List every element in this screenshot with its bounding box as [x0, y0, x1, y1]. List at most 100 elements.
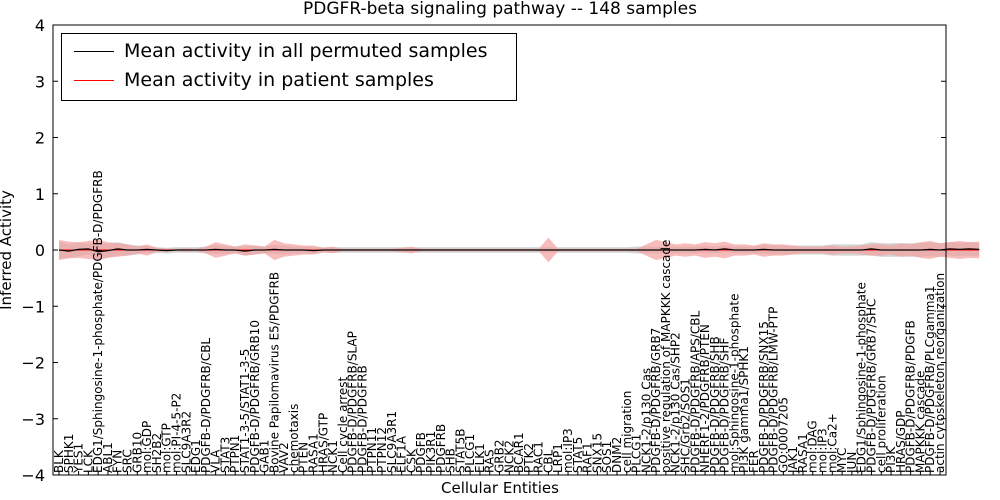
x-tick-label: mol:IP3 [561, 428, 575, 473]
x-tick-label: STAT5 [571, 437, 585, 473]
x-tick-label: PTK2 [522, 443, 536, 473]
x-tick-label: cell migration [620, 391, 634, 473]
x-tick-label: HRAS/GDP [894, 410, 908, 473]
x-tick-label: RAC1 [532, 441, 546, 473]
x-tick-label: PDGFRB [434, 424, 448, 473]
x-tick-label: PDGFB [414, 432, 428, 473]
x-tick-label: VLA [209, 449, 223, 473]
x-tick-label: SLC9A3R2 [179, 411, 193, 473]
y-tick-label: −4 [21, 466, 45, 485]
x-tick-label: PDGFB-D/PDGFRB/APS/CBL [688, 310, 702, 473]
x-tick-label: PDGFB-D/PDGFRB/PDGFB [904, 320, 918, 473]
x-tick-label: DNM2 [610, 437, 624, 473]
x-tick-label: BLK [52, 449, 66, 473]
x-tick-label: PDGFB-D/PDGFRB/PLCgamma1 [923, 286, 937, 473]
permuted-mean-line [58, 248, 980, 253]
x-tick-label: PDGFB-D/PDGFRB/SHB [708, 336, 722, 473]
x-tick-label: PTPN12 [375, 427, 389, 473]
y-tick-label: 3 [35, 72, 45, 91]
x-tick-label: YES1 [72, 443, 86, 474]
chart-title: PDGFR-beta signaling pathway -- 148 samp… [303, 0, 697, 19]
y-tick-label: −1 [21, 297, 45, 316]
y-tick-label: 2 [35, 129, 45, 148]
legend-label-permuted: Mean activity in all permuted samples [124, 40, 488, 62]
x-tick-label: cell proliferation [874, 375, 888, 473]
x-tick-label: PI3K gamma1/SPHK1 [737, 346, 751, 473]
x-tick-label: ELF1A [395, 435, 409, 473]
x-tick-label: RASA1 [307, 433, 321, 473]
x-tick-label: MAPKKK cascade [913, 371, 927, 473]
x-tick-label: EDG1/Sphingosine-1-phosphate/PDGFB-D/PDG… [91, 170, 105, 473]
x-tick-label: NCK1-2/p130 Cas/SHP2 [669, 332, 683, 473]
legend: Mean activity in all permuted samples Me… [61, 33, 517, 101]
x-tick-label: GAB1 [258, 440, 272, 473]
x-tick-label: EDG1/Sphingosine-1-phosphate [855, 282, 869, 473]
x-tick-label: SRC [121, 449, 135, 473]
x-tick-label: mol:DAG [806, 420, 820, 473]
x-tick-label: PDGFB-D/PDGFRB/LMW-PTP [767, 307, 781, 473]
x-tick-label: RAF1 [581, 442, 595, 473]
y-tick-label: 4 [35, 16, 45, 35]
x-tick-label: RAS [483, 449, 497, 473]
x-tick-label: SHB [444, 448, 458, 473]
legend-swatch-permuted [74, 51, 114, 52]
x-tick-label: PLCG1 [630, 434, 644, 473]
x-tick-label: CSK [404, 448, 418, 473]
x-tick-label: STAT1-3-5/STAT1-3-5 [238, 349, 252, 473]
x-tick-label: BCAR1 [512, 432, 526, 473]
x-tick-label: STAT3 [218, 437, 232, 473]
x-tick-label: PDGFB-D/PDGFRB/CBL [199, 338, 213, 473]
x-tick-label: SLC9A3R1 [385, 411, 399, 473]
x-tick-label: SH2B2 [150, 433, 164, 473]
x-tick-label: LCK [81, 449, 95, 473]
x-tick-label: PDGFB-D/PDGFRB/SHF [718, 338, 732, 473]
x-tick-label: NHERF1-2/PDGFRB/PTEN [698, 324, 712, 473]
x-tick-label: PDGFB-D/PDGFRB/GRB7 [649, 328, 663, 473]
x-tick-label: CBL [541, 449, 555, 473]
x-tick-label: FYN [111, 450, 125, 473]
x-tick-label: HRAS/GTP [316, 413, 330, 473]
x-tick-label: JAK1 [786, 446, 800, 474]
x-tick-label: PI3K [884, 446, 898, 473]
x-tick-label: EDG1 [189, 439, 203, 473]
x-tick-label: SNX15 [590, 433, 604, 473]
x-tick-label: SPHK1 [62, 434, 76, 473]
x-tick-label: GRB2 [493, 439, 507, 473]
x-tick-label: MYC [835, 448, 849, 473]
x-tick-label: actin cytoskeleton reorganization [933, 273, 947, 473]
x-tick-label: mol:GTP [160, 423, 174, 473]
x-tick-label: chemotaxis [287, 404, 301, 473]
x-tick-label: PDGFB-D/PDGFRB/SLAP [346, 331, 360, 473]
x-tick-label: PDGFB-D/PDGFRB [356, 365, 370, 473]
x-tick-label: mol:Sphingosine-1-phosphate [727, 294, 741, 474]
y-tick-label: −2 [21, 354, 45, 373]
x-tick-label: JUN [845, 452, 859, 474]
x-tick-label: mol:Ca2+ [825, 413, 839, 473]
x-tick-label: ABL1 [101, 442, 115, 473]
x-tick-label: VAV2 [277, 442, 291, 473]
x-tick-label: mol:PI-4-5-P2 [170, 393, 184, 473]
x-tick-label: SHC/Grb2/SOS1 [679, 378, 693, 473]
x-axis-label: Cellular Entities [441, 479, 559, 497]
x-tick-label: PIK3R1 [424, 431, 438, 473]
y-tick-label: 1 [35, 185, 45, 204]
x-tick-label: Cell cycle arrest [336, 377, 350, 473]
x-tick-label: PLCG1 [463, 434, 477, 473]
legend-label-patient: Mean activity in patient samples [124, 69, 434, 91]
x-tick-label: PDGFB-D/PDGFRB/SNX15 [757, 321, 771, 473]
x-tick-label: RASA1 [796, 433, 810, 473]
x-tick-label: Bovine Papilomavirus E5/PDGFRB [267, 272, 281, 473]
x-tick-label: NCK1 [326, 440, 340, 473]
x-tick-label: mol:IP3 [816, 428, 830, 473]
x-tick-label: ELK1 [473, 443, 487, 473]
y-axis-label: Inferred Activity [0, 190, 15, 310]
x-tick-label: SOS1 [600, 441, 614, 473]
x-tick-label: FER [747, 450, 761, 473]
x-tick-label: PTPN1 [228, 435, 242, 473]
y-tick-label: −3 [21, 410, 45, 429]
y-tick-label: 0 [35, 241, 45, 260]
x-tick-label: GRB10 [130, 432, 144, 473]
x-tick-label: PTEN [297, 442, 311, 473]
x-tick-label: NCK1-2/p130 Cas [639, 368, 653, 473]
